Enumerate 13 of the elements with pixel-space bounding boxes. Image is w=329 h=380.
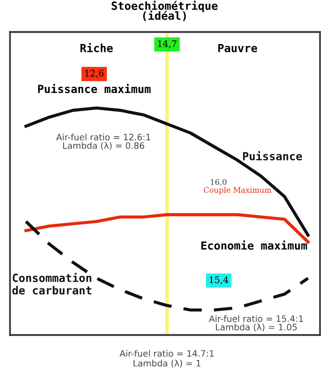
annotation: 15,4: [210, 276, 228, 284]
annotation: Economie maximum: [201, 240, 308, 250]
text: Air-fuel ratio = 14.7:1 Lambda (λ) = 1: [120, 350, 214, 368]
text: 12,6: [85, 70, 104, 78]
text: Riche: [80, 43, 113, 52]
annotation: Air-fuel ratio = 12.6:1 Lambda (λ) = 0.86: [56, 134, 150, 150]
text: Puissance maximum: [38, 84, 151, 94]
annotation: Air-fuel ratio = 15.4:1 Lambda (λ) = 1.05: [208, 315, 303, 332]
series-label: Consommation de carburant: [12, 272, 92, 295]
chart-title: Stoechiométrique (idéal): [112, 0, 218, 22]
text: 14,7: [158, 40, 176, 48]
text: Pauvre: [218, 44, 258, 52]
series-label: Puissance: [243, 151, 302, 160]
